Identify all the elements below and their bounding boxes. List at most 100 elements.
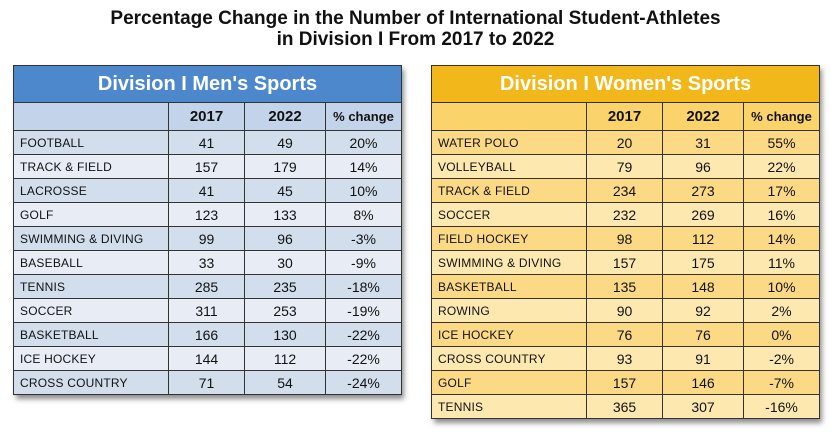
value-2017-cell: 123 [168, 202, 245, 227]
value-2022-cell: 96 [662, 154, 744, 179]
table-row: GOLF 123 133 8% [13, 202, 402, 227]
table-row: ICE HOCKEY 144 112 -22% [13, 346, 402, 371]
sport-name-cell: SWIMMING & DIVING [431, 250, 587, 275]
value-2017-cell: 144 [168, 346, 245, 371]
table-row: LACROSSE 41 45 10% [13, 178, 402, 203]
sport-name-cell: ICE HOCKEY [431, 322, 587, 347]
value-2017-cell: 98 [586, 226, 663, 251]
sport-name-cell: GOLF [13, 202, 169, 227]
value-2017-cell: 166 [168, 322, 245, 347]
sport-name-cell: FIELD HOCKEY [431, 226, 587, 251]
value-2017-cell: 99 [168, 226, 245, 251]
table-row: FOOTBALL 41 49 20% [13, 130, 402, 155]
value-2017-cell: 285 [168, 274, 245, 299]
value-2022-cell: 31 [662, 130, 744, 155]
sport-name-cell: SOCCER [431, 202, 587, 227]
percent-change-cell: 14% [742, 226, 821, 251]
sport-name-cell: BASEBALL [13, 250, 169, 275]
table-row: FIELD HOCKEY 98 112 14% [431, 226, 821, 251]
value-2022-cell: 30 [244, 250, 326, 275]
table-row: BASKETBALL 135 148 10% [431, 274, 821, 299]
percent-change-cell: 17% [742, 178, 821, 203]
value-2022-cell: 148 [662, 274, 744, 299]
column-header-change: % change [742, 102, 821, 131]
table-row: BASEBALL 33 30 -9% [13, 250, 402, 275]
value-2022-cell: 45 [244, 178, 326, 203]
percent-change-cell: 2% [742, 298, 821, 323]
mens-table-body: FOOTBALL 41 49 20% TRACK & FIELD 157 179 14% LAC… [13, 130, 402, 395]
percent-change-cell: -9% [325, 250, 402, 275]
value-2017-cell: 232 [586, 202, 663, 227]
sport-name-cell: CROSS COUNTRY [431, 346, 587, 371]
value-2017-cell: 157 [586, 370, 663, 395]
value-2017-cell: 93 [586, 346, 663, 371]
sport-column-header [13, 102, 169, 131]
value-2017-cell: 90 [586, 298, 663, 323]
percent-change-cell: -19% [325, 298, 402, 323]
table-row: WATER POLO 20 31 55% [431, 130, 821, 155]
table-row: SWIMMING & DIVING 99 96 -3% [13, 226, 402, 251]
table-row: GOLF 157 146 -7% [431, 370, 821, 395]
table-row: SWIMMING & DIVING 157 175 11% [431, 250, 821, 275]
value-2022-cell: 175 [662, 250, 744, 275]
sport-name-cell: TRACK & FIELD [13, 154, 169, 179]
percent-change-cell: -22% [325, 346, 402, 371]
value-2017-cell: 157 [586, 250, 663, 275]
percent-change-cell: 8% [325, 202, 402, 227]
value-2022-cell: 54 [244, 370, 326, 395]
value-2022-cell: 253 [244, 298, 326, 323]
value-2017-cell: 311 [168, 298, 245, 323]
table-row: VOLLEYBALL 79 96 22% [431, 154, 821, 179]
table-row: TRACK & FIELD 157 179 14% [13, 154, 402, 179]
value-2022-cell: 307 [662, 394, 744, 419]
value-2017-cell: 33 [168, 250, 245, 275]
percent-change-cell: -16% [742, 394, 821, 419]
value-2022-cell: 179 [244, 154, 326, 179]
value-2022-cell: 133 [244, 202, 326, 227]
table-row: CROSS COUNTRY 93 91 -2% [431, 346, 821, 371]
womens-table-body: WATER POLO 20 31 55% VOLLEYBALL 79 96 22% TRACK … [431, 130, 821, 419]
value-2022-cell: 235 [244, 274, 326, 299]
value-2022-cell: 49 [244, 130, 326, 155]
value-2022-cell: 273 [662, 178, 744, 203]
value-2017-cell: 76 [586, 322, 663, 347]
sport-name-cell: TENNIS [13, 274, 169, 299]
value-2022-cell: 92 [662, 298, 744, 323]
percent-change-cell: -18% [325, 274, 402, 299]
table-row: TENNIS 365 307 -16% [431, 394, 821, 419]
percent-change-cell: 22% [742, 154, 821, 179]
chart-title-line-2: in Division I From 2017 to 2022 [276, 29, 555, 50]
mens-table-title: Division I Men's Sports [13, 65, 402, 103]
table-row: SOCCER 232 269 16% [431, 202, 821, 227]
value-2022-cell: 96 [244, 226, 326, 251]
sport-name-cell: SWIMMING & DIVING [13, 226, 169, 251]
value-2017-cell: 20 [586, 130, 663, 155]
percent-change-cell: 55% [742, 130, 821, 155]
percent-change-cell: 16% [742, 202, 821, 227]
column-header-2022: 2022 [244, 102, 326, 131]
value-2017-cell: 157 [168, 154, 245, 179]
sport-name-cell: FOOTBALL [13, 130, 169, 155]
value-2017-cell: 234 [586, 178, 663, 203]
table-row: BASKETBALL 166 130 -22% [13, 322, 402, 347]
chart-title: Percentage Change in the Number of Inter… [0, 8, 831, 50]
column-header-change: % change [325, 102, 402, 131]
value-2022-cell: 76 [662, 322, 744, 347]
table-row: CROSS COUNTRY 71 54 -24% [13, 370, 402, 395]
percent-change-cell: -3% [325, 226, 402, 251]
value-2022-cell: 146 [662, 370, 744, 395]
percent-change-cell: -24% [325, 370, 402, 395]
table-row: SOCCER 311 253 -19% [13, 298, 402, 323]
column-header-2022: 2022 [662, 102, 744, 131]
percent-change-cell: 0% [742, 322, 821, 347]
value-2017-cell: 41 [168, 178, 245, 203]
table-row: ROWING 90 92 2% [431, 298, 821, 323]
percent-change-cell: 10% [325, 178, 402, 203]
percent-change-cell: 10% [742, 274, 821, 299]
table-row: ICE HOCKEY 76 76 0% [431, 322, 821, 347]
value-2022-cell: 130 [244, 322, 326, 347]
sport-name-cell: BASKETBALL [13, 322, 169, 347]
table-row: TENNIS 285 235 -18% [13, 274, 402, 299]
value-2017-cell: 79 [586, 154, 663, 179]
sport-name-cell: GOLF [431, 370, 587, 395]
